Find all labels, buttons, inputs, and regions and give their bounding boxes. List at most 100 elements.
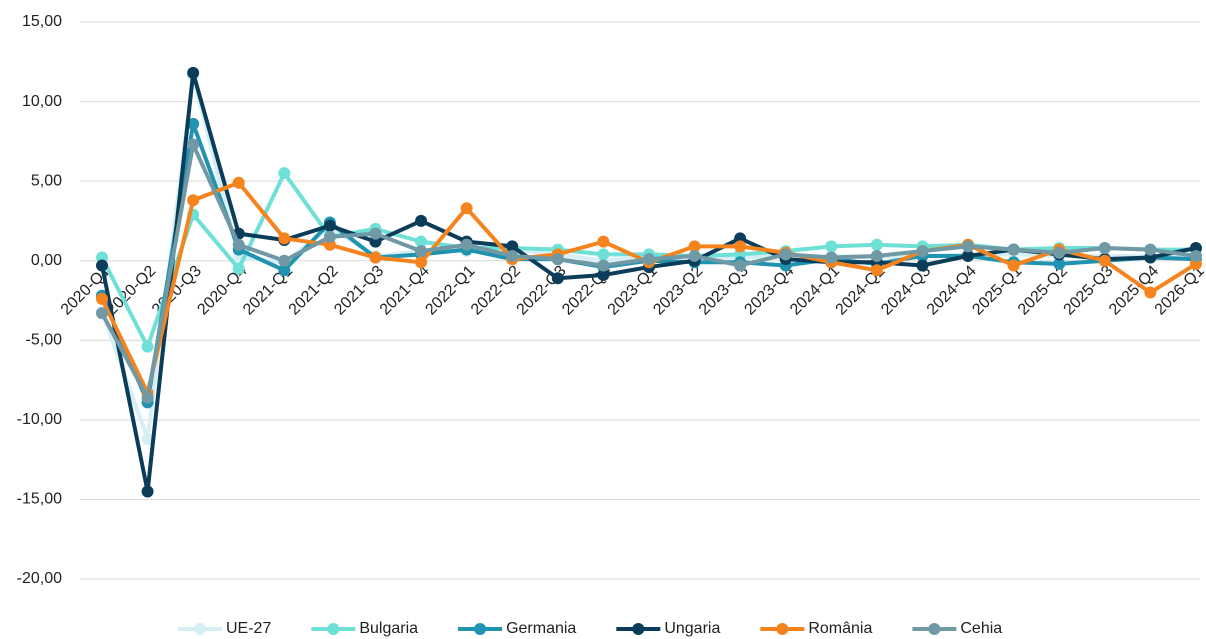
x-tick-label: 2024-Q1	[787, 262, 843, 318]
legend-item: Germania	[458, 620, 576, 637]
point	[642, 253, 655, 266]
point	[141, 485, 154, 498]
point	[1189, 249, 1202, 262]
legend-label: Ungaria	[664, 620, 720, 637]
point	[323, 219, 336, 232]
y-tick-label: -20,00	[17, 570, 62, 587]
point	[141, 391, 154, 404]
point	[825, 251, 838, 264]
point	[551, 272, 564, 285]
point	[187, 66, 200, 79]
legend-marker	[776, 623, 789, 635]
point	[96, 292, 108, 305]
y-tick-label: -10,00	[17, 411, 62, 428]
point	[597, 259, 610, 272]
y-tick-label: -5,00	[26, 332, 63, 349]
point	[369, 251, 382, 264]
point	[962, 249, 975, 262]
point	[779, 248, 792, 261]
x-tick-label: 2022-Q2	[468, 262, 524, 318]
point	[187, 194, 200, 207]
legend-label: Germania	[506, 620, 576, 637]
point	[1053, 257, 1066, 270]
point	[597, 235, 610, 248]
legend-item: România	[760, 620, 872, 637]
legend-marker	[327, 623, 340, 635]
legend-label: Cehia	[960, 620, 1002, 637]
legend-marker	[632, 623, 645, 635]
point	[734, 259, 747, 272]
x-tick-label: 2024-Q3	[878, 262, 934, 318]
point	[141, 432, 154, 445]
point	[688, 240, 701, 253]
legend-marker	[194, 623, 206, 635]
point	[415, 235, 428, 248]
legend-label: România	[808, 620, 872, 637]
point	[460, 202, 473, 215]
point	[688, 249, 701, 262]
x-tick-label: 2021-Q2	[286, 262, 342, 318]
point	[278, 254, 291, 267]
point	[141, 340, 154, 353]
point	[323, 230, 336, 243]
legend-item: Ungaria	[616, 620, 720, 637]
point	[916, 259, 929, 272]
legend-label: Bulgaria	[359, 620, 418, 637]
point	[597, 269, 610, 282]
point	[187, 138, 200, 151]
legend-item: Bulgaria	[311, 620, 418, 637]
legend-label: UE-27	[226, 620, 271, 637]
point	[232, 176, 245, 189]
point	[962, 240, 975, 253]
x-tick-label: 2022-Q3	[514, 262, 570, 318]
point	[870, 249, 883, 262]
point	[916, 245, 929, 258]
point	[415, 256, 428, 269]
point	[278, 232, 291, 245]
legend-item: UE-27	[178, 620, 271, 637]
point	[460, 238, 473, 251]
y-tick-label: 15,00	[22, 13, 62, 30]
point	[232, 238, 245, 251]
point	[1098, 254, 1111, 267]
point	[1007, 243, 1020, 256]
x-tick-label: 2021-Q4	[377, 262, 433, 318]
legend-marker	[474, 623, 487, 635]
point	[96, 259, 108, 272]
x-tick-label: 2023-Q4	[741, 262, 797, 318]
x-tick-label: 2022-Q1	[422, 262, 478, 318]
point	[96, 307, 108, 320]
point	[1144, 286, 1157, 299]
x-tick-label: 2023-Q3	[696, 262, 752, 318]
y-tick-label: -15,00	[17, 491, 62, 508]
point	[1144, 243, 1157, 256]
point	[278, 264, 291, 277]
y-tick-label: 5,00	[31, 172, 62, 189]
point	[1053, 246, 1066, 259]
x-tick-label: 2023-Q2	[650, 262, 706, 318]
y-tick-label: 0,00	[31, 252, 62, 269]
point	[369, 227, 382, 240]
x-tick-label: 2021-Q3	[331, 262, 387, 318]
point	[506, 240, 519, 253]
x-tick-label: 2025-Q3	[1061, 262, 1117, 318]
point	[506, 249, 519, 262]
x-tick-label: 2026-Q1	[1152, 262, 1206, 318]
point	[278, 167, 291, 180]
legend-marker	[928, 623, 941, 635]
point	[870, 264, 883, 277]
point	[1098, 241, 1111, 254]
x-tick-label: 2025-Q2	[1015, 262, 1071, 318]
point	[232, 262, 245, 275]
x-tick-label: 2025-Q1	[969, 262, 1025, 318]
point	[415, 214, 428, 227]
point	[597, 248, 610, 261]
point	[870, 238, 883, 251]
legend-item: Cehia	[912, 620, 1002, 637]
point	[1007, 259, 1020, 272]
x-tick-label: 2024-Q4	[924, 262, 980, 318]
point	[187, 117, 200, 130]
point	[734, 240, 747, 253]
